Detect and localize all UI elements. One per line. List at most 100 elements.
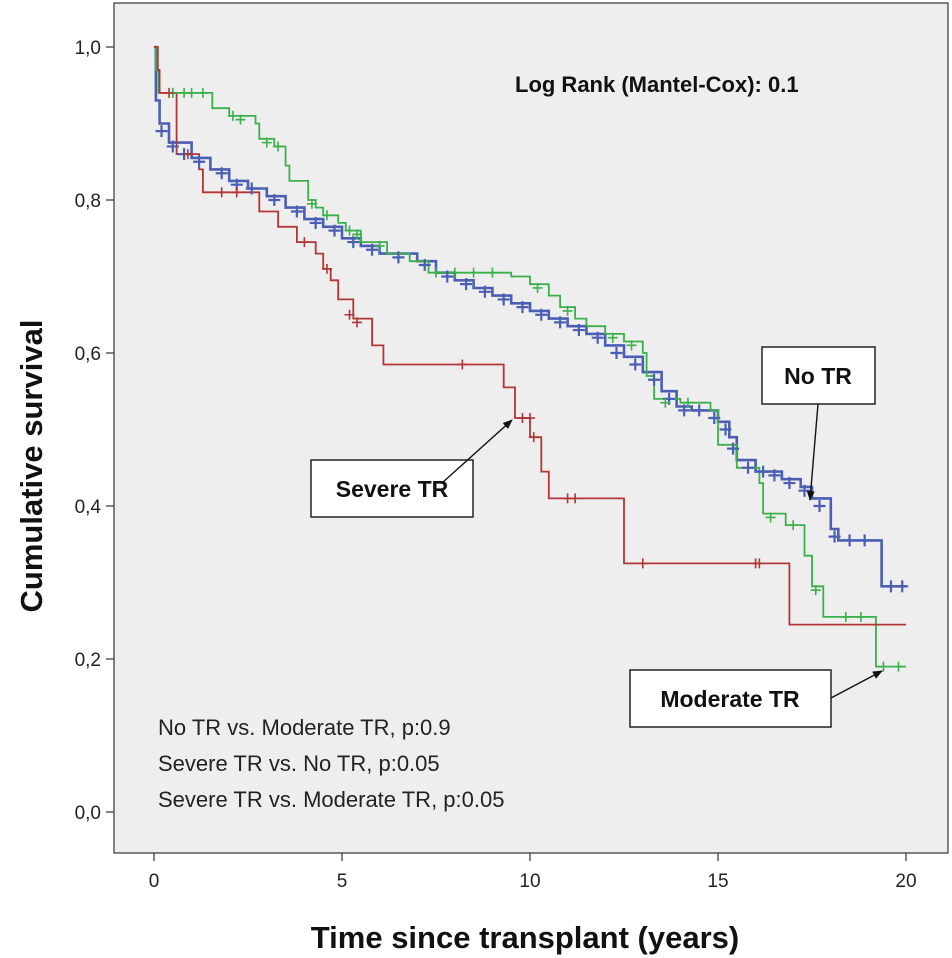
censor-mark-severe-tr	[231, 187, 242, 198]
callout-no-tr-label: No TR	[784, 363, 852, 389]
censor-mark-no-tr	[742, 461, 755, 474]
x-tick-label: 10	[519, 871, 540, 892]
censor-mark-moderate-tr	[197, 87, 208, 98]
y-tick-label: 0,0	[75, 803, 101, 824]
censor-mark-moderate-tr	[626, 340, 637, 351]
censor-mark-moderate-tr	[893, 661, 904, 672]
log-rank-annotation: Log Rank (Mantel-Cox): 0.1	[515, 72, 799, 97]
censor-mark-no-tr	[591, 331, 604, 344]
censor-mark-no-tr	[572, 324, 585, 337]
callout-moderate-tr-label: Moderate TR	[660, 686, 800, 712]
censor-mark-no-tr	[366, 243, 379, 256]
censor-mark-moderate-tr	[352, 229, 363, 240]
callout-severe-tr-label: Severe TR	[336, 476, 449, 502]
censor-mark-severe-tr	[216, 187, 227, 198]
censor-mark-no-tr	[166, 140, 179, 153]
censor-mark-moderate-tr	[431, 267, 441, 278]
censor-mark-severe-tr	[344, 309, 355, 320]
x-axis-label: Time since transplant (years)	[311, 920, 739, 955]
censor-mark-no-tr	[858, 534, 871, 547]
censor-mark-no-tr	[516, 301, 529, 314]
censor-mark-moderate-tr	[660, 397, 671, 408]
censor-mark-no-tr	[884, 580, 897, 593]
censor-mark-severe-tr	[637, 558, 648, 569]
censor-mark-no-tr	[497, 293, 510, 306]
y-tick-label: 0,8	[75, 191, 101, 212]
censor-mark-moderate-tr	[261, 137, 272, 148]
censor-mark-no-tr	[757, 465, 770, 478]
censor-mark-moderate-tr	[682, 397, 693, 408]
censor-mark-severe-tr	[182, 149, 193, 160]
x-tick-label: 15	[707, 871, 728, 892]
censor-mark-moderate-tr	[344, 225, 355, 236]
callout-moderate-tr-box	[629, 669, 832, 728]
censor-mark-severe-tr	[528, 432, 539, 443]
censor-mark-no-tr	[648, 373, 661, 386]
censor-mark-no-tr	[392, 251, 405, 264]
comparison-line-3: Severe TR vs. Moderate TR, p:0.05	[158, 787, 504, 812]
censor-mark-severe-tr	[164, 87, 175, 98]
censor-mark-moderate-tr	[562, 305, 573, 316]
censor-mark-no-tr	[813, 500, 826, 512]
callout-moderate-tr-arrow	[830, 670, 883, 699]
callout-severe-tr-box	[310, 459, 474, 518]
censor-mark-severe-tr	[321, 263, 332, 274]
censor-mark-severe-tr	[570, 493, 581, 504]
censor-mark-moderate-tr	[878, 661, 889, 672]
censor-mark-moderate-tr	[273, 141, 284, 152]
censor-mark-no-tr	[441, 270, 454, 283]
callout-no-tr: No TR	[761, 346, 876, 501]
censor-mark-moderate-tr	[840, 611, 851, 622]
censor-mark-no-tr	[328, 224, 341, 237]
censor-mark-no-tr	[719, 423, 732, 436]
y-axis-label: Cumulative survival	[14, 320, 49, 613]
censor-mark-no-tr	[727, 442, 740, 455]
axes: 0,0 0,2 0,4 0,6 0,8 1,0 0 5 10 15 20	[75, 38, 917, 892]
censor-mark-no-tr	[554, 316, 567, 329]
censor-mark-no-tr	[768, 469, 781, 482]
censor-mark-no-tr	[193, 155, 206, 168]
censor-mark-moderate-tr	[449, 267, 460, 278]
y-tick-label: 0,2	[75, 650, 101, 671]
censor-mark-no-tr	[215, 167, 228, 180]
censor-mark-no-tr	[347, 236, 360, 249]
censor-layer	[155, 87, 909, 672]
censor-mark-moderate-tr	[810, 585, 821, 596]
censor-mark-no-tr	[418, 259, 431, 272]
censor-mark-no-tr	[678, 404, 691, 417]
censor-mark-severe-tr	[457, 359, 468, 370]
x-tick-label: 0	[149, 871, 160, 892]
censor-marks-severe-tr	[164, 87, 765, 569]
censor-mark-severe-tr	[299, 237, 310, 248]
callout-no-tr-arrow	[806, 403, 819, 501]
censor-mark-moderate-tr	[532, 282, 543, 293]
censor-mark-no-tr	[309, 216, 322, 229]
censor-mark-severe-tr	[525, 413, 535, 424]
censor-mark-moderate-tr	[855, 611, 866, 622]
censor-mark-moderate-tr	[306, 198, 317, 209]
comparison-line-1: No TR vs. Moderate TR, p:0.9	[158, 715, 451, 740]
censor-mark-moderate-tr	[607, 332, 618, 343]
series-line-severe-tr	[154, 46, 906, 626]
censor-mark-no-tr	[693, 404, 706, 417]
censor-mark-severe-tr	[754, 558, 765, 569]
censor-mark-no-tr	[535, 308, 548, 321]
x-tick-label: 5	[337, 871, 348, 892]
censor-mark-no-tr	[268, 194, 281, 206]
censor-mark-no-tr	[708, 412, 721, 425]
censor-mark-no-tr	[460, 278, 473, 291]
censor-mark-no-tr	[290, 205, 303, 218]
censor-mark-no-tr	[155, 125, 168, 138]
censor-mark-moderate-tr	[235, 114, 246, 125]
censor-mark-severe-tr	[352, 317, 363, 328]
censor-marks-moderate-tr	[167, 87, 904, 672]
callout-no-tr-box	[761, 346, 876, 405]
censor-mark-moderate-tr	[227, 110, 238, 121]
censor-mark-moderate-tr	[321, 210, 332, 221]
y-tick-label: 0,6	[75, 344, 101, 365]
censor-mark-no-tr	[896, 580, 909, 593]
censor-mark-moderate-tr	[765, 512, 776, 523]
censor-mark-no-tr	[478, 285, 491, 298]
censor-mark-moderate-tr	[788, 520, 799, 531]
